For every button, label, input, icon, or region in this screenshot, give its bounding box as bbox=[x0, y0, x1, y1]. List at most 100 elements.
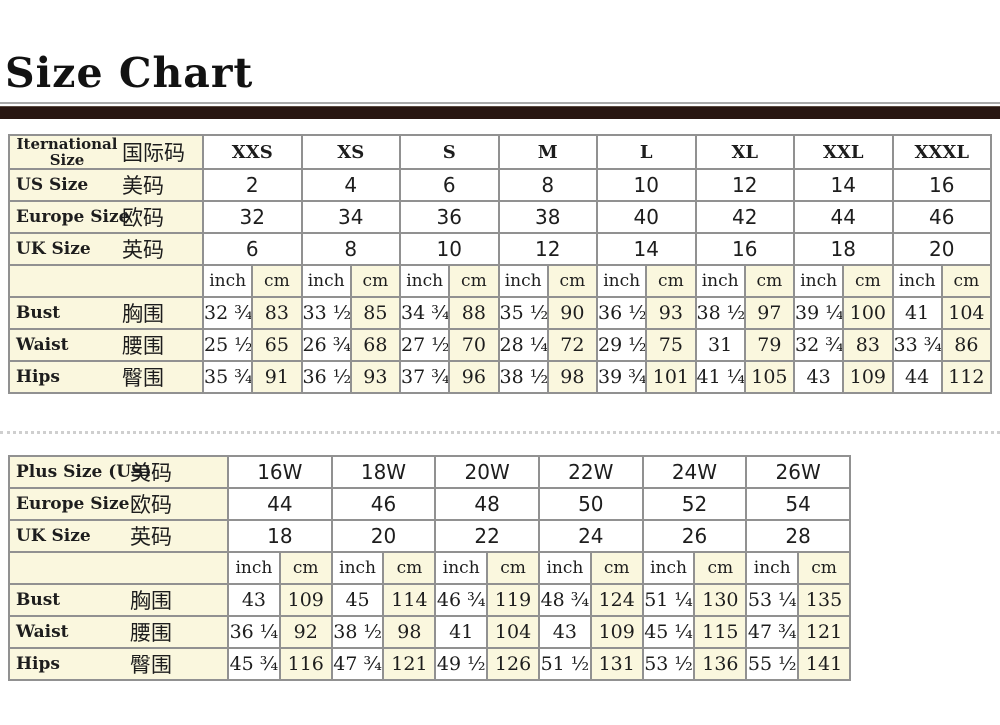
measure-inch-cell: 39 ¼ bbox=[792, 295, 845, 330]
table-row: UK Size 英码 18 20 22 24 26 28 bbox=[8, 519, 851, 553]
title-underline bbox=[0, 102, 1000, 104]
measure-inch-cell: 48 ¾ bbox=[537, 583, 592, 617]
size-value-cell: 26W bbox=[745, 455, 851, 489]
measure-cm-cell: 130 bbox=[693, 583, 748, 617]
unit-cm-cell: cm bbox=[486, 551, 540, 585]
size-value-cell: 6 bbox=[399, 168, 500, 203]
measure-cm-cell: 136 bbox=[693, 647, 748, 681]
measure-cm-cell: 72 bbox=[546, 327, 599, 362]
row-label-en: UK Size bbox=[16, 526, 91, 546]
row-label-en: Waist bbox=[16, 334, 69, 355]
measure-cm-cell: 116 bbox=[278, 647, 333, 681]
measure-cm-cell: 86 bbox=[940, 327, 993, 362]
measure-cm-cell: 75 bbox=[645, 327, 697, 362]
measure-cm-cell: 79 bbox=[743, 327, 796, 362]
unit-inch-cell: inch bbox=[330, 551, 385, 585]
measure-inch-cell: 36 ½ bbox=[300, 359, 352, 394]
measure-inch-cell: 38 ½ bbox=[330, 615, 385, 649]
unit-inch-cell: inch bbox=[537, 551, 592, 585]
measure-cm-cell: 92 bbox=[278, 615, 333, 649]
measure-inch-cell: 25 ½ bbox=[201, 327, 254, 362]
size-value-cell: 14 bbox=[596, 232, 697, 267]
size-value-cell: 36 bbox=[399, 200, 500, 235]
table-row: Bust 胸围 32 ¾ 83 33 ½ 85 34 ¾ 88 35 ½ 90 36 ½ 93 38 ½… bbox=[8, 295, 993, 330]
measure-cm-cell: 85 bbox=[349, 295, 402, 330]
measure-inch-cell: 38 ½ bbox=[694, 295, 746, 330]
size-value-cell: 20W bbox=[434, 455, 540, 489]
row-label-zh: 胸围 bbox=[122, 301, 164, 326]
measure-cm-cell: 114 bbox=[382, 583, 437, 617]
size-value-cell: 38 bbox=[497, 200, 598, 235]
row-label-zh: 英码 bbox=[130, 525, 172, 549]
measure-inch-cell: 37 ¾ bbox=[398, 359, 451, 394]
size-value-cell: 24W bbox=[641, 455, 748, 489]
table-row: inch cm inch cm inch cm inch cm inch cm inch cm bbox=[8, 551, 851, 585]
size-header-cell: S bbox=[399, 133, 500, 171]
measure-cm-cell: 121 bbox=[797, 615, 851, 649]
row-label-zh: 英码 bbox=[122, 238, 164, 263]
size-value-cell: 18W bbox=[330, 455, 437, 489]
measure-inch-cell: 49 ½ bbox=[434, 647, 489, 681]
row-label: Bust 胸围 bbox=[8, 583, 229, 617]
size-header-cell: XS bbox=[300, 133, 401, 171]
table-row: US Size 美码 2 4 6 8 10 12 14 16 bbox=[8, 168, 992, 203]
measure-inch-cell: 35 ¾ bbox=[201, 359, 254, 394]
measure-inch-cell: 43 bbox=[792, 359, 845, 394]
size-value-cell: 46 bbox=[330, 487, 437, 521]
size-value-cell: 4 bbox=[300, 168, 401, 203]
measure-inch-cell: 38 ½ bbox=[497, 359, 549, 394]
row-label-zh: 腰围 bbox=[122, 333, 164, 358]
measure-inch-cell: 53 ½ bbox=[641, 647, 696, 681]
measure-cm-cell: 124 bbox=[589, 583, 644, 617]
row-label-en: US Size bbox=[16, 175, 89, 196]
table-row: UK Size 英码 6 8 10 12 14 16 18 20 bbox=[8, 232, 992, 267]
size-value-cell: 50 bbox=[537, 487, 644, 521]
measure-inch-cell: 41 ¼ bbox=[694, 359, 746, 394]
row-label-zh: 臀围 bbox=[122, 365, 164, 390]
measure-inch-cell: 53 ¼ bbox=[745, 583, 800, 617]
measure-cm-cell: 90 bbox=[546, 295, 599, 330]
row-label: Iternational Size 国际码 bbox=[8, 133, 204, 171]
size-value-cell: 10 bbox=[399, 232, 500, 267]
size-header-cell: XXXL bbox=[891, 133, 992, 171]
size-value-cell: 12 bbox=[497, 232, 598, 267]
row-label-en: Bust bbox=[16, 590, 61, 610]
measure-cm-cell: 105 bbox=[743, 359, 796, 394]
size-value-cell: 54 bbox=[745, 487, 851, 521]
row-label-zh: 腰围 bbox=[130, 621, 172, 645]
table-row: Waist 腰围 25 ½ 65 26 ¾ 68 27 ½ 70 28 ¼ 72 29 ½ 75 31 7… bbox=[8, 327, 993, 362]
row-label-zh: 国际码 bbox=[122, 141, 185, 166]
measure-inch-cell: 45 ¼ bbox=[641, 615, 696, 649]
table-row: Europe Size欧码 44 46 48 50 52 54 bbox=[8, 487, 851, 521]
measure-cm-cell: 68 bbox=[349, 327, 402, 362]
measure-cm-cell: 97 bbox=[743, 295, 796, 330]
measure-cm-cell: 83 bbox=[842, 327, 894, 362]
size-value-cell: 52 bbox=[641, 487, 748, 521]
measure-cm-cell: 115 bbox=[693, 615, 748, 649]
measure-inch-cell: 47 ¾ bbox=[330, 647, 385, 681]
unit-inch-cell: inch bbox=[227, 551, 281, 585]
measure-inch-cell: 55 ½ bbox=[745, 647, 800, 681]
row-label: UK Size 英码 bbox=[8, 232, 204, 267]
size-value-cell: 46 bbox=[891, 200, 992, 235]
size-value-cell: 16 bbox=[694, 232, 795, 267]
row-label-en: Bust bbox=[16, 302, 61, 323]
row-label-en: Europe Size bbox=[16, 494, 130, 514]
unit-inch-cell: inch bbox=[641, 551, 696, 585]
size-header-cell: XXS bbox=[202, 133, 303, 171]
measure-inch-cell: 43 bbox=[537, 615, 592, 649]
unit-cm-cell: cm bbox=[382, 551, 437, 585]
measure-cm-cell: 109 bbox=[278, 583, 333, 617]
measure-cm-cell: 112 bbox=[940, 359, 993, 394]
table-row: Iternational Size 国际码 XXS XS S M L XL XXL XXXL bbox=[8, 133, 992, 171]
row-label-en: Hips bbox=[16, 654, 60, 674]
unit-inch-cell: inch bbox=[201, 264, 254, 298]
unit-inch-cell: inch bbox=[595, 264, 648, 298]
row-label-en: Europe Size bbox=[16, 207, 130, 228]
measure-inch-cell: 41 bbox=[434, 615, 489, 649]
dotted-divider bbox=[0, 431, 1000, 434]
unit-cm-cell: cm bbox=[349, 264, 402, 298]
measure-inch-cell: 33 ¾ bbox=[891, 327, 943, 362]
measure-inch-cell: 34 ¾ bbox=[398, 295, 451, 330]
measure-inch-cell: 51 ½ bbox=[537, 647, 592, 681]
